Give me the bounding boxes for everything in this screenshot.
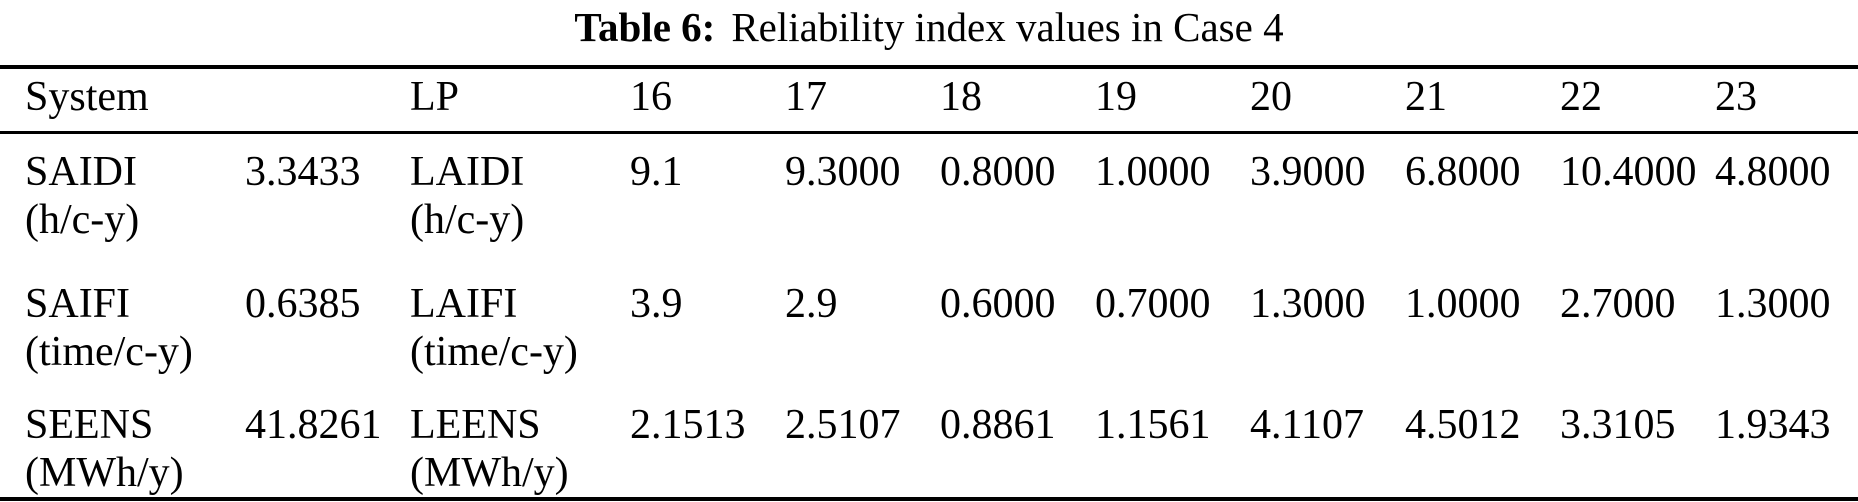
header-row: System LP 16 17 18 19 20 21 22 23 — [0, 67, 1858, 132]
table-row: SAIFI (time/c-y) 0.6385 LAIFI (time/c-y)… — [0, 266, 1858, 387]
value-cell-21: 1.0000 — [1405, 281, 1521, 327]
value-cell-17: 2.5107 — [785, 402, 901, 448]
value-cell-19: 1.1561 — [1095, 402, 1211, 448]
system-label-cell: SAIDI (h/c-y) — [0, 132, 245, 266]
system-label-cell: SAIFI (time/c-y) — [0, 266, 245, 387]
table-title-label: Table 6: — [574, 4, 716, 50]
value-cell-19: 0.7000 — [1095, 281, 1211, 327]
lp-label-cell: LAIFI (time/c-y) — [410, 266, 630, 387]
value-cell-18: 0.8000 — [940, 148, 1056, 195]
system-unit: (time/c-y) — [25, 329, 193, 375]
system-name: SAIFI — [25, 281, 131, 327]
header-cell-18: 18 — [940, 73, 982, 120]
value-cell-22: 10.4000 — [1560, 148, 1697, 195]
header-cell-22: 22 — [1560, 73, 1602, 120]
value-cell-23: 1.9343 — [1715, 402, 1831, 448]
header-cell-16: 16 — [630, 73, 672, 120]
system-unit: (MWh/y) — [25, 450, 184, 496]
lp-unit: (MWh/y) — [410, 450, 569, 496]
lp-unit: (time/c-y) — [410, 329, 578, 375]
value-cell-23: 1.3000 — [1715, 281, 1831, 327]
header-cell-lp: LP — [410, 73, 460, 120]
lp-name: LEENS — [410, 402, 541, 448]
header-cell-system: System — [25, 73, 149, 120]
lp-label-cell: LEENS (MWh/y) — [410, 387, 630, 499]
table-row: SEENS (MWh/y) 41.8261 LEENS (MWh/y) 2.15… — [0, 387, 1858, 499]
system-value-cell: 41.8261 — [245, 402, 382, 448]
lp-name: LAIDI — [410, 148, 525, 195]
value-cell-18: 0.6000 — [940, 281, 1056, 327]
value-cell-22: 3.3105 — [1560, 402, 1676, 448]
header-cell-17: 17 — [785, 73, 827, 120]
header-cell-system-value — [245, 67, 410, 132]
value-cell-16: 9.1 — [630, 148, 683, 195]
table-title: Table 6: Reliability index values in Cas… — [0, 0, 1858, 65]
system-label-cell: SEENS (MWh/y) — [0, 387, 245, 499]
system-unit: (h/c-y) — [25, 196, 140, 243]
lp-name: LAIFI — [410, 281, 518, 327]
header-cell-20: 20 — [1250, 73, 1292, 120]
header-cell-19: 19 — [1095, 73, 1137, 120]
table-row: SAIDI (h/c-y) 3.3433 LAIDI (h/c-y) 9.1 9… — [0, 132, 1858, 266]
value-cell-20: 1.3000 — [1250, 281, 1366, 327]
reliability-table: System LP 16 17 18 19 20 21 22 23 SAIDI … — [0, 65, 1858, 501]
header-cell-21: 21 — [1405, 73, 1447, 120]
value-cell-17: 2.9 — [785, 281, 838, 327]
value-cell-16: 3.9 — [630, 281, 683, 327]
system-name: SEENS — [25, 402, 154, 448]
value-cell-23: 4.8000 — [1715, 148, 1831, 195]
system-value-cell: 0.6385 — [245, 281, 361, 327]
system-value-cell: 3.3433 — [245, 148, 361, 195]
value-cell-22: 2.7000 — [1560, 281, 1676, 327]
value-cell-19: 1.0000 — [1095, 148, 1211, 195]
value-cell-18: 0.8861 — [940, 402, 1056, 448]
value-cell-16: 2.1513 — [630, 402, 746, 448]
table-title-text: Reliability index values in Case 4 — [731, 4, 1284, 50]
system-name: SAIDI — [25, 148, 137, 195]
value-cell-20: 3.9000 — [1250, 148, 1366, 195]
value-cell-21: 4.5012 — [1405, 402, 1521, 448]
value-cell-17: 9.3000 — [785, 148, 901, 195]
value-cell-21: 6.8000 — [1405, 148, 1521, 195]
lp-label-cell: LAIDI (h/c-y) — [410, 132, 630, 266]
value-cell-20: 4.1107 — [1250, 402, 1364, 448]
header-cell-23: 23 — [1715, 73, 1757, 120]
lp-unit: (h/c-y) — [410, 196, 525, 243]
